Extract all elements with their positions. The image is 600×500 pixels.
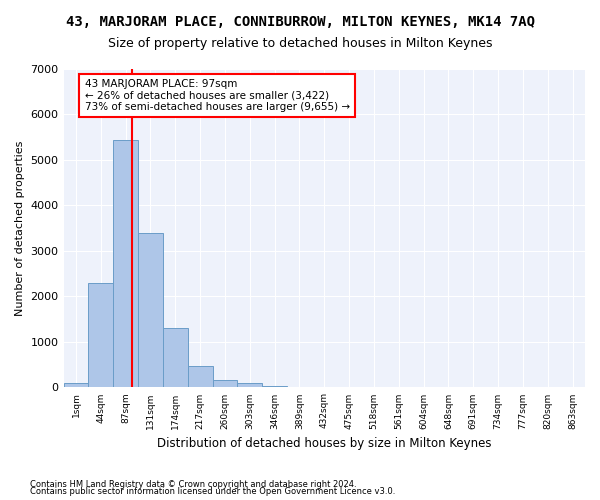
Bar bbox=[262, 386, 287, 388]
Y-axis label: Number of detached properties: Number of detached properties bbox=[15, 140, 25, 316]
Text: Size of property relative to detached houses in Milton Keynes: Size of property relative to detached ho… bbox=[108, 38, 492, 51]
Bar bbox=[138, 233, 163, 388]
Bar bbox=[163, 328, 188, 388]
Text: 43, MARJORAM PLACE, CONNIBURROW, MILTON KEYNES, MK14 7AQ: 43, MARJORAM PLACE, CONNIBURROW, MILTON … bbox=[65, 15, 535, 29]
Bar bbox=[238, 384, 262, 388]
X-axis label: Distribution of detached houses by size in Milton Keynes: Distribution of detached houses by size … bbox=[157, 437, 491, 450]
Bar bbox=[88, 283, 113, 388]
Bar bbox=[188, 366, 212, 388]
Text: Contains public sector information licensed under the Open Government Licence v3: Contains public sector information licen… bbox=[30, 487, 395, 496]
Bar bbox=[212, 380, 238, 388]
Text: 43 MARJORAM PLACE: 97sqm
← 26% of detached houses are smaller (3,422)
73% of sem: 43 MARJORAM PLACE: 97sqm ← 26% of detach… bbox=[85, 79, 350, 112]
Text: Contains HM Land Registry data © Crown copyright and database right 2024.: Contains HM Land Registry data © Crown c… bbox=[30, 480, 356, 489]
Bar bbox=[64, 383, 88, 388]
Bar bbox=[113, 140, 138, 388]
